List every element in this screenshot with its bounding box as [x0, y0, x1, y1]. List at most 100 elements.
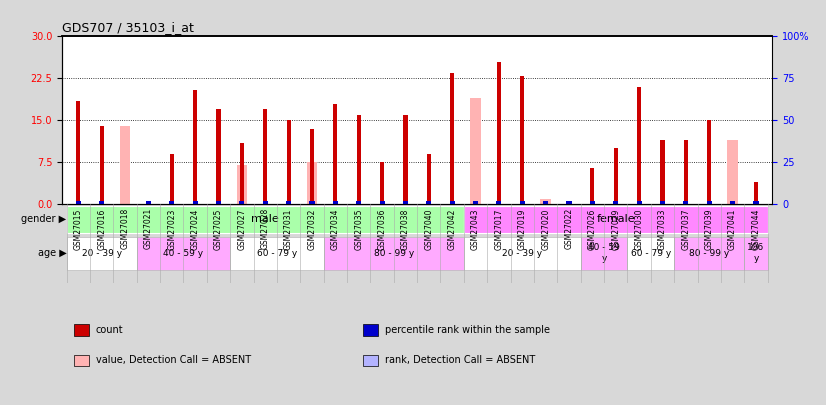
Text: GSM27036: GSM27036	[377, 208, 387, 250]
Text: GSM27024: GSM27024	[191, 208, 200, 249]
Bar	[660, 140, 665, 204]
Bar	[754, 182, 758, 204]
Text: GSM27040: GSM27040	[425, 208, 434, 250]
Bar	[216, 109, 221, 204]
Text: percentile rank within the sample: percentile rank within the sample	[385, 325, 550, 335]
Bar	[449, 201, 455, 204]
Text: GSM27027: GSM27027	[237, 208, 246, 249]
Bar	[216, 201, 221, 204]
Text: 60 - 79 y: 60 - 79 y	[631, 249, 671, 258]
Bar	[426, 201, 431, 204]
Bar	[67, 237, 137, 269]
Bar	[728, 140, 738, 204]
Bar	[674, 237, 744, 269]
Bar	[236, 165, 247, 204]
Bar	[707, 120, 711, 204]
Text: 40 - 59
y: 40 - 59 y	[588, 243, 620, 263]
Bar	[683, 201, 688, 204]
Bar	[286, 201, 292, 204]
Text: GSM27022: GSM27022	[564, 208, 573, 249]
Text: 80 - 99 y: 80 - 99 y	[689, 249, 729, 258]
Bar	[543, 201, 548, 204]
Bar	[637, 87, 641, 204]
Bar	[240, 143, 244, 204]
Bar	[520, 76, 525, 204]
Bar	[613, 201, 619, 204]
Bar	[660, 201, 665, 204]
Text: age ▶: age ▶	[38, 248, 67, 258]
Bar	[120, 126, 131, 204]
Text: GSM27034: GSM27034	[331, 208, 339, 250]
Bar	[67, 206, 464, 233]
Bar	[464, 237, 581, 269]
Text: count: count	[96, 325, 123, 335]
Text: GSM27028: GSM27028	[261, 208, 270, 249]
Text: male: male	[251, 215, 279, 224]
Bar	[614, 148, 618, 204]
Bar	[403, 115, 407, 204]
Bar	[310, 129, 314, 204]
Text: GSM27033: GSM27033	[658, 208, 667, 250]
Bar	[287, 120, 291, 204]
Text: GDS707 / 35103_i_at: GDS707 / 35103_i_at	[62, 21, 194, 34]
Bar	[744, 237, 767, 269]
Text: GSM27016: GSM27016	[97, 208, 107, 249]
Text: GSM27043: GSM27043	[471, 208, 480, 250]
Bar	[192, 201, 197, 204]
Text: 80 - 99 y: 80 - 99 y	[373, 249, 414, 258]
Bar	[240, 201, 244, 204]
Text: gender ▶: gender ▶	[21, 215, 67, 224]
Bar	[590, 201, 595, 204]
Text: 20 - 39 y: 20 - 39 y	[502, 249, 543, 258]
Bar	[684, 140, 688, 204]
Bar	[464, 206, 767, 233]
Bar	[263, 201, 268, 204]
Bar	[637, 201, 642, 204]
Text: female: female	[596, 215, 635, 224]
Text: GSM27019: GSM27019	[518, 208, 527, 249]
Bar	[333, 201, 338, 204]
Text: GSM27021: GSM27021	[144, 208, 153, 249]
Bar	[76, 201, 81, 204]
Bar	[146, 201, 151, 204]
Bar	[76, 101, 80, 204]
Bar	[581, 237, 628, 269]
Text: GSM27017: GSM27017	[495, 208, 503, 249]
Bar	[324, 237, 464, 269]
Text: GSM27037: GSM27037	[681, 208, 691, 250]
Text: GSM27038: GSM27038	[401, 208, 410, 249]
Bar	[473, 201, 478, 204]
Text: 20 - 39 y: 20 - 39 y	[82, 249, 121, 258]
Bar	[496, 201, 501, 204]
Text: GSM27044: GSM27044	[752, 208, 761, 250]
Bar	[100, 126, 104, 204]
Text: GSM27035: GSM27035	[354, 208, 363, 250]
Text: 40 - 59 y: 40 - 59 y	[164, 249, 203, 258]
Text: GSM27026: GSM27026	[588, 208, 597, 249]
Bar	[263, 109, 268, 204]
Text: GSM27029: GSM27029	[611, 208, 620, 249]
Bar	[707, 201, 712, 204]
Bar	[169, 154, 174, 204]
Bar	[193, 90, 197, 204]
Bar	[470, 98, 481, 204]
Bar	[306, 162, 317, 204]
Bar	[310, 201, 315, 204]
Text: GSM27032: GSM27032	[307, 208, 316, 249]
Bar	[753, 201, 758, 204]
Text: GSM27031: GSM27031	[284, 208, 293, 249]
Bar	[427, 154, 431, 204]
Text: GSM27030: GSM27030	[634, 208, 643, 250]
Bar	[730, 201, 735, 204]
Text: GSM27020: GSM27020	[541, 208, 550, 249]
Bar	[169, 201, 174, 204]
Text: GSM27025: GSM27025	[214, 208, 223, 249]
Bar	[357, 115, 361, 204]
Bar	[99, 201, 104, 204]
Text: rank, Detection Call = ABSENT: rank, Detection Call = ABSENT	[385, 356, 535, 365]
Text: 106
y: 106 y	[748, 243, 765, 263]
Bar	[567, 201, 572, 204]
Text: GSM27039: GSM27039	[705, 208, 714, 250]
Text: value, Detection Call = ABSENT: value, Detection Call = ABSENT	[96, 356, 251, 365]
Text: GSM27015: GSM27015	[74, 208, 83, 249]
